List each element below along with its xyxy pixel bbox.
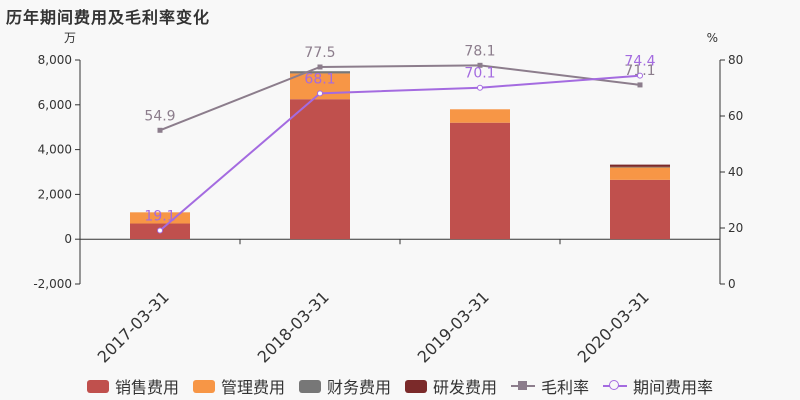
left-tick-label: 2,000 [38,187,72,201]
right-tick-label: 20 [728,221,743,235]
x-tick-label: 2019-03-31 [414,287,493,366]
marker-gross [477,62,483,68]
right-tick-label: 0 [728,277,736,291]
left-axis-unit: 万 [64,31,76,45]
legend-item-gross[interactable]: 毛利率 [511,374,589,398]
right-tick-label: 60 [728,109,743,123]
marker-period [477,84,483,91]
legend-item-sales[interactable]: 销售费用 [86,374,179,398]
data-label-period: 74.4 [624,54,655,70]
legend-swatch-rd [405,379,427,393]
marker-period [157,227,163,234]
legend-item-rd[interactable]: 研发费用 [405,374,497,398]
bar-admin-2020-03-31 [610,167,670,180]
data-label-gross: 54.9 [144,108,175,124]
legend-swatch-finance [298,379,321,393]
right-tick-label: 40 [728,165,743,179]
data-label-period: 70.1 [464,66,495,82]
marker-gross [157,127,163,133]
x-tick-label: 2017-03-31 [94,287,173,366]
marker-period [317,90,323,97]
bar-finance-2020-03-31 [610,166,670,168]
marker-period [637,72,643,79]
legend-swatch-admin [192,379,215,393]
chart-title: 历年期间费用及毛利率变化 [6,8,211,27]
legend-item-finance[interactable]: 财务费用 [298,374,391,398]
legend-label-gross: 毛利率 [541,378,590,397]
bar-sales-2020-03-31 [610,179,670,240]
bar-admin-2017-03-31 [130,212,190,224]
left-tick-label: 6,000 [38,98,72,112]
data-label-period: 19.1 [144,209,175,225]
legend-label-rd: 研发费用 [433,378,498,397]
bar-sales-2019-03-31 [450,122,510,240]
data-label-gross: 78.1 [464,43,495,59]
legend-swatch-gross [511,379,536,393]
bar-admin-2019-03-31 [450,109,510,123]
bar-rd-2020-03-31 [610,164,670,167]
left-tick-label: -2,000 [33,277,72,291]
legend-item-admin[interactable]: 管理费用 [192,374,285,398]
bar-finance-2018-03-31 [290,71,350,74]
data-label-period: 68.1 [304,71,335,87]
x-tick-label: 2018-03-31 [254,287,333,366]
left-tick-label: 4,000 [38,143,72,157]
legend-label-finance: 财务费用 [326,378,391,397]
chart-svg: 8,000 6,000 4,000 2,000 0 -2,000 万 80 60 40 20 0% 20… [33,31,743,367]
marker-gross [317,64,323,70]
data-label-gross: 71.1 [624,63,655,79]
legend-label-admin: 管理费用 [220,378,285,397]
data-label-gross: 77.5 [304,45,335,61]
legend: 销售费用 管理费用 财务费用 研发费用 毛利率 期间费用率 [0,374,800,398]
marker-gross [637,82,643,88]
legend-swatch-period [603,379,628,393]
left-tick-label: 8,000 [38,53,72,67]
right-tick-label: 80 [728,53,743,67]
line-gross [159,64,641,132]
right-axis-unit: % [707,31,718,45]
legend-item-period[interactable]: 期间费用率 [603,374,713,398]
line-period [159,74,641,232]
bar-sales-2018-03-31 [290,99,350,240]
legend-label-period: 期间费用率 [633,378,714,397]
legend-label-sales: 销售费用 [114,378,179,397]
left-tick-label: 0 [64,232,72,246]
x-tick-label: 2020-03-31 [574,287,653,366]
legend-swatch-sales [86,379,109,393]
